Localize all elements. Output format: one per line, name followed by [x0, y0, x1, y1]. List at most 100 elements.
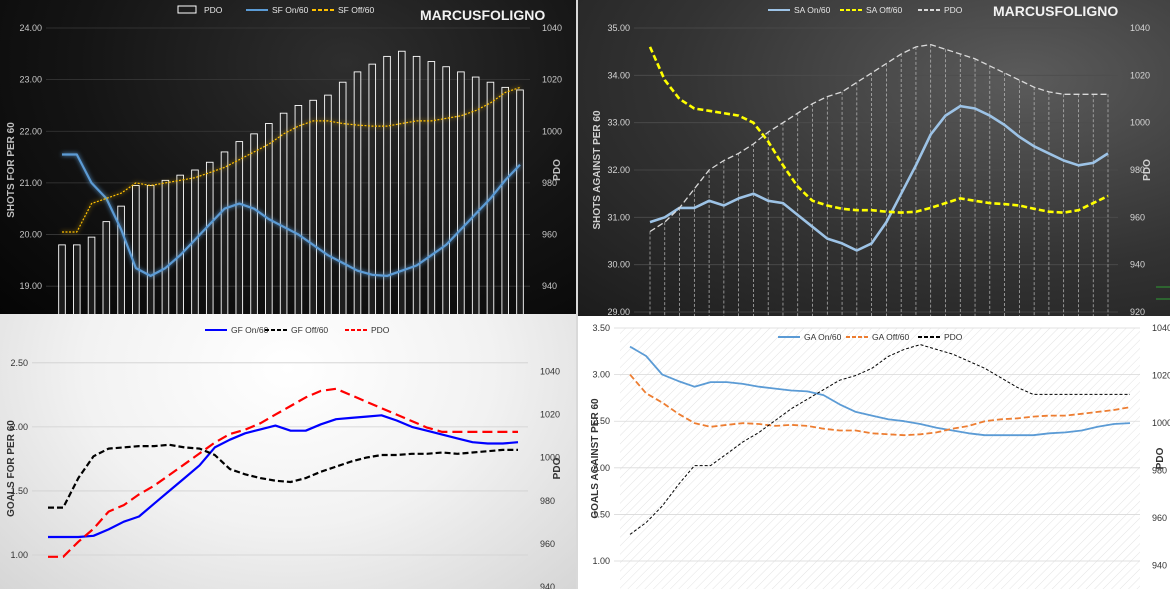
sf-chart: 19.00 20.00 21.00 22.00 23.00 24.00 940 960 980 1…: [6, 5, 563, 314]
series-line-pdo: [629, 344, 1130, 535]
pdo-bar: [383, 55, 391, 314]
y-tick-label: 22.00: [19, 126, 42, 136]
pdo-bar: [294, 105, 303, 314]
pdo-bar: [353, 71, 362, 314]
y2-tick-label: 1040: [1130, 23, 1150, 33]
pdo-bar: [132, 185, 140, 314]
y2-axis-title: PDO: [1155, 447, 1166, 469]
y2-axis-title: PDO: [552, 457, 563, 479]
y2-tick-label: 1000: [540, 453, 560, 463]
legend-label: GA Off/60: [872, 332, 909, 342]
series-line-sf-off-60: [62, 86, 521, 233]
y-tick-label: 2.50: [10, 358, 28, 368]
series-line-pdo: [48, 387, 518, 558]
legend-label: PDO: [371, 325, 390, 335]
y-tick-label: 33.00: [607, 118, 630, 128]
pdo-bar: [58, 244, 66, 314]
legend-label: SF On/60: [272, 5, 309, 15]
y2-tick-label: 1040: [540, 367, 560, 377]
y2-tick-label: 940: [1152, 560, 1167, 570]
y-tick-label: 30.00: [607, 260, 630, 270]
y2-tick-label: 940: [1130, 260, 1145, 270]
pdo-bar: [72, 244, 81, 314]
y2-tick-label: 1020: [1152, 370, 1170, 380]
series-line-pdo: [649, 43, 1108, 233]
y2-axis-title: PDO: [552, 159, 563, 181]
y-tick-label: 34.00: [607, 70, 630, 80]
y2-tick-label: 980: [540, 496, 555, 506]
pdo-bar: [191, 169, 199, 314]
legend-label: PDO: [944, 332, 963, 342]
gf-chart-panel: 1.00 1.50 2.00 2.50 940 960 980 1000 1020 1040 GOA…: [0, 314, 576, 589]
pdo-bar: [398, 50, 406, 314]
pdo-bar: [368, 63, 377, 314]
pdo-bar: [279, 112, 288, 314]
sf-chart-panel: 19.00 20.00 21.00 22.00 23.00 24.00 940 960 980 1…: [0, 0, 576, 314]
series-line-sa-on-60: [649, 104, 1109, 252]
y-tick-label: 1.50: [10, 486, 28, 496]
pdo-bar: [457, 71, 465, 314]
pdo-bar: [161, 179, 170, 314]
pdo-bar: [324, 94, 332, 314]
y2-tick-label: 980: [1152, 465, 1167, 475]
y2-tick-label: 1000: [542, 126, 562, 136]
pdo-bar: [427, 61, 436, 314]
legend-label: GF On/60: [231, 325, 269, 335]
y-tick-label: 2.00: [592, 463, 610, 473]
series-line-ga-off-60: [629, 374, 1131, 437]
pdo-bar: [501, 86, 509, 314]
y2-tick-label: 960: [542, 230, 557, 240]
sa-chart: 29.00 30.00 31.00 32.00 33.00 34.00 35.00 920 94…: [592, 3, 1170, 316]
y-tick-label: 21.00: [19, 178, 42, 188]
y-tick-label: 19.00: [19, 281, 42, 291]
legend-label: SA On/60: [794, 5, 831, 15]
y2-axis-title: PDO: [1142, 159, 1153, 181]
series-line-sa-off-60: [648, 46, 1109, 214]
y-tick-label: 1.00: [592, 556, 610, 566]
y2-tick-label: 920: [1130, 307, 1145, 316]
pdo-bar: [205, 161, 214, 314]
pdo-bar: [87, 236, 96, 314]
ga-chart: 1.00 1.50 2.00 2.50 3.00 3.50 940 960 980 1000 102…: [590, 323, 1170, 589]
y-tick-label: 35.00: [607, 23, 630, 33]
pdo-bar: [250, 133, 258, 314]
legend-label: PDO: [944, 5, 963, 15]
y-tick-label: 20.00: [19, 230, 42, 240]
y-tick-label: 3.50: [592, 323, 610, 333]
y2-tick-label: 960: [540, 539, 555, 549]
legend-label: PDO: [204, 5, 223, 15]
y2-tick-label: 960: [1152, 513, 1167, 523]
legend-label: GF Off/60: [291, 325, 328, 335]
series-line-sf-on-60: [62, 153, 521, 277]
y2-tick-label: 960: [1130, 212, 1145, 222]
y-tick-label: 24.00: [19, 23, 42, 33]
pdo-bar: [146, 185, 155, 314]
y-axis-title: SHOTS FOR PER 60: [6, 122, 17, 218]
y2-tick-label: 1000: [1130, 118, 1150, 128]
pdo-bar: [516, 89, 524, 314]
panel-divider: [576, 0, 578, 589]
series-line-gf-off-60: [48, 443, 518, 509]
watermark-text: MARCUSFOLIGNO: [993, 3, 1118, 19]
sa-chart-panel: 29.00 30.00 31.00 32.00 33.00 34.00 35.00 920 94…: [578, 0, 1170, 316]
y-axis-title: GOALS AGAINST PER 60: [590, 398, 601, 519]
y2-tick-label: 1040: [542, 23, 562, 33]
y-tick-label: 1.50: [592, 509, 610, 519]
y-tick-label: 31.00: [607, 212, 630, 222]
y-tick-label: 1.00: [10, 550, 28, 560]
pdo-bar: [102, 221, 111, 314]
pdo-bar: [176, 174, 184, 314]
pdo-bar: [235, 141, 244, 314]
legend-swatch: [177, 5, 197, 14]
y-axis-title: SHOTS AGAINST PER 60: [592, 110, 603, 230]
y2-tick-label: 1040: [1152, 323, 1170, 333]
pdo-bar: [309, 99, 317, 314]
y-tick-label: 29.00: [607, 307, 630, 316]
pdo-bar: [117, 205, 125, 314]
plot-hatch: [620, 328, 1140, 589]
y-tick-label: 32.00: [607, 165, 630, 175]
legend-label: SA Off/60: [866, 5, 903, 15]
y-tick-label: 23.00: [19, 75, 42, 85]
y2-tick-label: 1000: [1152, 418, 1170, 428]
y2-tick-label: 980: [542, 178, 557, 188]
